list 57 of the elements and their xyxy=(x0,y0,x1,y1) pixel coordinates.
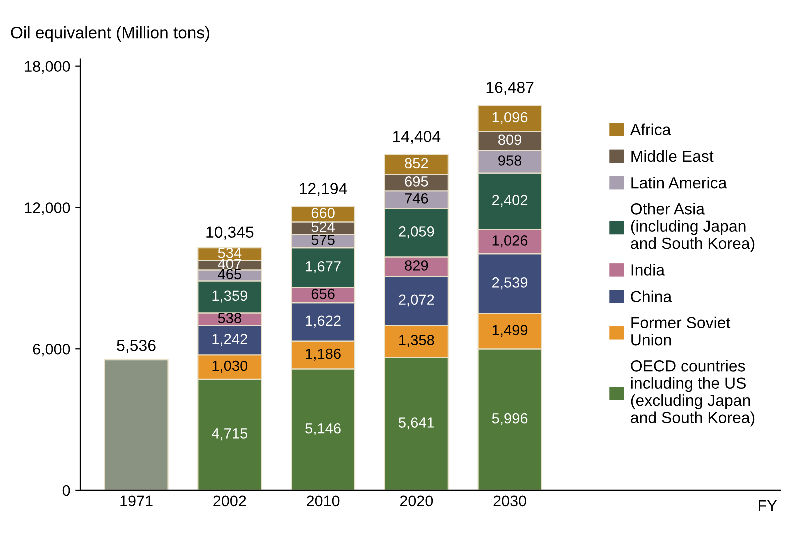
data-label: 538 xyxy=(218,313,242,324)
y-tick-label: 18,000 xyxy=(25,61,70,74)
data-label: 1,026 xyxy=(492,236,528,248)
data-label: 809 xyxy=(498,134,522,146)
legend-label: India xyxy=(632,264,666,276)
data-label: 2,072 xyxy=(399,294,434,307)
data-label: 524 xyxy=(312,222,336,232)
data-label: 660 xyxy=(312,208,335,218)
data-label: 695 xyxy=(405,176,428,187)
legend-label: China xyxy=(631,290,672,302)
x-tick-label: 2010 xyxy=(307,496,340,507)
data-label: 575 xyxy=(312,235,335,246)
data-label: 1,030 xyxy=(212,360,248,373)
data-label: 2,539 xyxy=(492,278,528,290)
legend-label: Africa xyxy=(630,124,672,136)
data-label: 1,359 xyxy=(212,290,248,303)
data-label: 656 xyxy=(312,288,335,300)
data-label: 1,096 xyxy=(492,112,528,124)
x-tick-label: 2020 xyxy=(400,496,434,507)
data-label: 2,059 xyxy=(399,226,434,239)
legend-label: Middle East xyxy=(632,150,714,162)
data-label: 1,499 xyxy=(492,325,528,338)
data-label: 958 xyxy=(498,156,522,166)
x-tick-label: 2002 xyxy=(214,496,246,507)
annotation: 10,345 xyxy=(206,226,254,240)
data-label: 4,715 xyxy=(212,428,248,441)
legend-label: Former Soviet Union xyxy=(632,316,731,346)
x-tick-label: 2030 xyxy=(494,496,526,507)
bar xyxy=(104,359,169,490)
data-label: 407 xyxy=(218,258,242,270)
legend-label: Other Asia (including Japan and South Korea) xyxy=(631,203,755,252)
data-label: 1,186 xyxy=(306,348,341,361)
annotation: 16,487 xyxy=(486,82,534,96)
legend-label: Latin America xyxy=(632,177,728,189)
data-label: 5,146 xyxy=(306,423,341,436)
y-tick-label: 0 xyxy=(62,485,70,496)
data-label: 1,242 xyxy=(212,334,248,346)
data-label: 852 xyxy=(405,158,428,169)
data-label: 746 xyxy=(405,194,428,204)
legend-label: OECD countries including the US (excluding Japan and South Korea) xyxy=(631,360,755,427)
data-label: 5,536 xyxy=(117,340,156,354)
data-label: 829 xyxy=(405,260,428,271)
annotation: 14,404 xyxy=(393,131,441,144)
data-label: 1,358 xyxy=(400,335,434,348)
data-label: 465 xyxy=(218,269,242,280)
x-tick-label: 1971 xyxy=(120,496,153,507)
y-axis-title: Oil equivalent (Million tons) xyxy=(11,26,210,42)
y-tick-label: 12,000 xyxy=(25,202,70,216)
data-label: 534 xyxy=(218,248,242,258)
text: FY xyxy=(759,500,778,512)
data-label: 5,641 xyxy=(399,418,434,430)
data-label: 2,402 xyxy=(492,195,528,208)
annotation: 12,194 xyxy=(300,183,348,196)
data-label: 5,996 xyxy=(492,413,528,426)
y-tick-label: 6,000 xyxy=(33,344,70,357)
data-label: 1,622 xyxy=(306,316,341,328)
data-label: 1,677 xyxy=(306,261,341,274)
